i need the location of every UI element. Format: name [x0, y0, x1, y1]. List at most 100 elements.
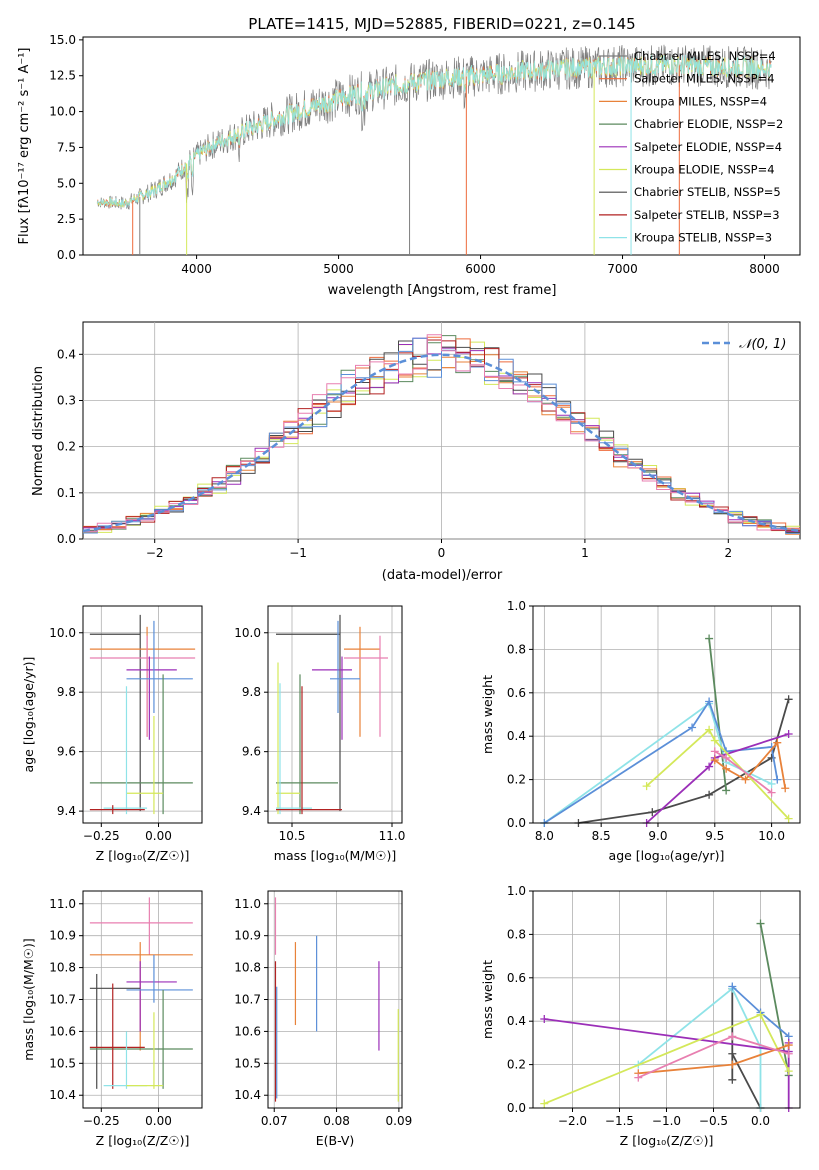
x-axis-label: age [log₁₀(age/yr)]	[609, 848, 725, 863]
residuals-legend-label: 𝒩(0, 1)	[739, 337, 786, 352]
x-tick-label: 2	[724, 546, 732, 560]
chabrier_stelib-legend-label: Chabrier STELIB, NSSP=5	[634, 185, 781, 199]
y-tick-label: 0.2	[507, 1058, 526, 1072]
y-tick-label: 0.3	[57, 393, 76, 407]
y-tick-label: 0.0	[57, 248, 76, 262]
y-tick-label: 10.8	[49, 961, 76, 975]
x-tick-label: 10.0	[758, 829, 785, 843]
x-axis-label: Z [log₁₀(Z/Z☉)]	[620, 1133, 714, 1148]
plus-marker	[728, 1075, 737, 1084]
grid	[83, 606, 202, 823]
y-tick-label: 0.0	[507, 816, 526, 830]
x-tick-label: 0.0	[751, 1114, 770, 1128]
salpeter_elodie-weight-line	[645, 733, 789, 824]
spectrum-title: PLATE=1415, MJD=52885, FIBERID=0221, z=0…	[248, 15, 635, 33]
plus-marker	[705, 725, 714, 734]
residuals-ylabel: Normed distribution	[31, 366, 46, 496]
x-tick-label: 9.0	[648, 829, 667, 843]
mass_vs_z-panel: −0.25 0.00 10.4 10.5 10.6 10.7 10.8 10.9 11.0 Z […	[21, 890, 203, 1148]
y-tick-label: 10.4	[234, 1088, 261, 1102]
y-tick-label: 0.8	[507, 927, 526, 941]
y-tick-label: 0.6	[507, 686, 526, 700]
y-tick-label: 10.0	[234, 626, 261, 640]
plus-marker	[767, 788, 776, 797]
residuals-ticks: −2 −1 0 1 2 0.0 0.1 0.2 0.3 0.4	[57, 347, 732, 560]
x-axis-label: Z [log₁₀(Z/Z☉)]	[96, 1133, 190, 1148]
plus-marker	[648, 808, 657, 817]
y-tick-label: 2.5	[57, 212, 76, 226]
spectrum-x-ticks: 4000 5000 6000 7000 8000	[181, 255, 780, 276]
y-tick-label: 10.0	[49, 105, 76, 119]
plus-marker	[710, 736, 719, 745]
salpeter_miles-legend-label: Salpeter MILES, NSSP=4	[634, 72, 775, 86]
plus-marker	[773, 738, 782, 747]
y-tick-label: 0.4	[57, 347, 76, 361]
x-tick-label: 0.09	[386, 1114, 413, 1128]
x-tick-label: 0.00	[145, 1114, 172, 1128]
plus-marker	[784, 1049, 793, 1058]
weight_vs_z-panel: −2.0 −1.5 −1.0 −0.5 0.0 0.0 0.2 0.4 0.6 0.8 1.0 Z […	[480, 884, 801, 1148]
panel-frame	[267, 890, 403, 1109]
y-axis-label: mass weight	[480, 675, 495, 754]
y-tick-label: 11.0	[49, 897, 76, 911]
y-tick-label: 0.4	[507, 729, 526, 743]
kroupa_stelib-weight-line	[637, 987, 762, 1108]
panel-frame	[267, 605, 403, 824]
y-tick-label: 0.2	[507, 773, 526, 787]
y-tick-label: 10.9	[234, 929, 261, 943]
plus-marker	[767, 779, 776, 788]
y-tick-label: 10.8	[234, 961, 261, 975]
x-tick-label: 8.5	[592, 829, 611, 843]
x-tick-label: −1.0	[652, 1114, 681, 1128]
x-tick-label: 1	[581, 546, 589, 560]
chabrier_elodie-legend-label: Chabrier ELODIE, NSSP=2	[634, 117, 783, 131]
y-tick-label: 0.6	[507, 971, 526, 985]
x-tick-label: −1.5	[605, 1114, 634, 1128]
x-tick-label: 5000	[323, 262, 354, 276]
y-tick-label: 5.0	[57, 176, 76, 190]
y-tick-label: 12.5	[49, 69, 76, 83]
plus-marker	[781, 784, 790, 793]
y-tick-label: 7.5	[57, 140, 76, 154]
y-tick-label: 0.0	[507, 1101, 526, 1115]
grid	[268, 606, 402, 823]
mass_vs_ebv-panel: 0.07 0.08 0.09 10.4 10.5 10.6 10.7 10.8 10.9 11.0…	[234, 890, 413, 1148]
plus-marker	[634, 1073, 643, 1082]
x-tick-label: −2	[146, 546, 164, 560]
grid	[83, 891, 202, 1108]
kroupa_elodie-weight-line	[645, 728, 790, 820]
x-tick-label: 6000	[465, 262, 496, 276]
y-tick-label: 10.4	[49, 1088, 76, 1102]
x-axis-label: Z [log₁₀(Z/Z☉)]	[96, 848, 190, 863]
panel-frame	[532, 890, 801, 1109]
kroupa_stelib-weight-line	[543, 702, 772, 824]
y-tick-label: 10.5	[234, 1056, 261, 1070]
parameter-panels: −0.25 0.00 9.4 9.6 9.8 10.0 Z [log₁₀(Z/Z☉)] age…	[21, 599, 801, 1148]
y-tick-label: 9.8	[242, 685, 261, 699]
plus-marker	[728, 1060, 737, 1069]
plus-marker	[705, 762, 714, 771]
x-tick-label: 10.5	[279, 829, 306, 843]
grid	[533, 605, 800, 824]
residuals-panel: −2 −1 0 1 2 0.0 0.1 0.2 0.3 0.4 (data-model)/erro…	[31, 321, 801, 583]
residuals-histograms	[82, 334, 801, 535]
chabrier_stelib-weight-line	[731, 988, 762, 1109]
x-tick-label: 0.08	[323, 1114, 350, 1128]
x-tick-label: −1	[289, 546, 307, 560]
y-tick-label: 10.5	[49, 1056, 76, 1070]
plus-marker	[722, 764, 731, 773]
plus-marker	[784, 695, 793, 704]
y-tick-label: 9.6	[242, 745, 261, 759]
panel-frame	[82, 605, 203, 824]
spectrum-y-ticks: 0.0 2.5 5.0 7.5 10.0 12.5 15.0	[49, 33, 83, 262]
chabrier_stelib-weight-line	[578, 699, 790, 824]
spectrum-frame	[82, 36, 801, 256]
x-tick-label: 8.0	[535, 829, 554, 843]
x-tick-label: 0	[438, 546, 446, 560]
plus-marker	[710, 747, 719, 756]
plus-marker	[784, 730, 793, 739]
plus-marker	[756, 1010, 765, 1019]
plus-marker	[540, 1015, 549, 1024]
y-tick-label: 9.4	[242, 804, 261, 818]
